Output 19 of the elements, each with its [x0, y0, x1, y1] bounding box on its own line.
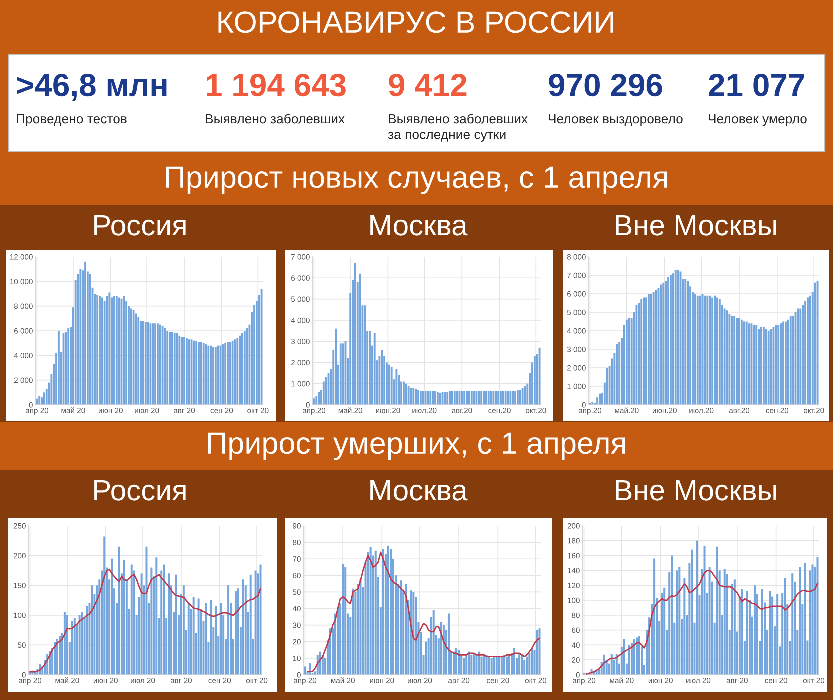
text: 970 296 — [549, 74, 662, 97]
chart-title: Москва — [370, 215, 468, 236]
text: 21 077 — [709, 74, 804, 97]
text: Человек выздоровело — [549, 114, 683, 126]
text: Проведено тестов — [17, 114, 127, 126]
chart-title: Вне Москвы — [616, 215, 776, 236]
text: 9 412 — [389, 74, 467, 97]
chart-title: Россия — [94, 480, 186, 501]
text: КОРОНАВИРУС В РОССИИ — [218, 12, 614, 34]
text: Человек умерло — [709, 114, 807, 126]
chart-title: Вне Москвы — [616, 480, 776, 501]
text: Выявлено заболевших за последние сутки — [388, 114, 528, 142]
text: Прирост умерших, с 1 апреля — [208, 432, 626, 460]
chart-title: Россия — [94, 215, 186, 236]
chart-title: Москва — [370, 480, 468, 501]
text: 1 194 643 — [207, 74, 346, 97]
text: >46,8 млн — [17, 74, 167, 102]
text: Прирост новых случаев, с 1 апреля — [166, 166, 668, 194]
text: Выявлено заболевших — [206, 114, 345, 124]
